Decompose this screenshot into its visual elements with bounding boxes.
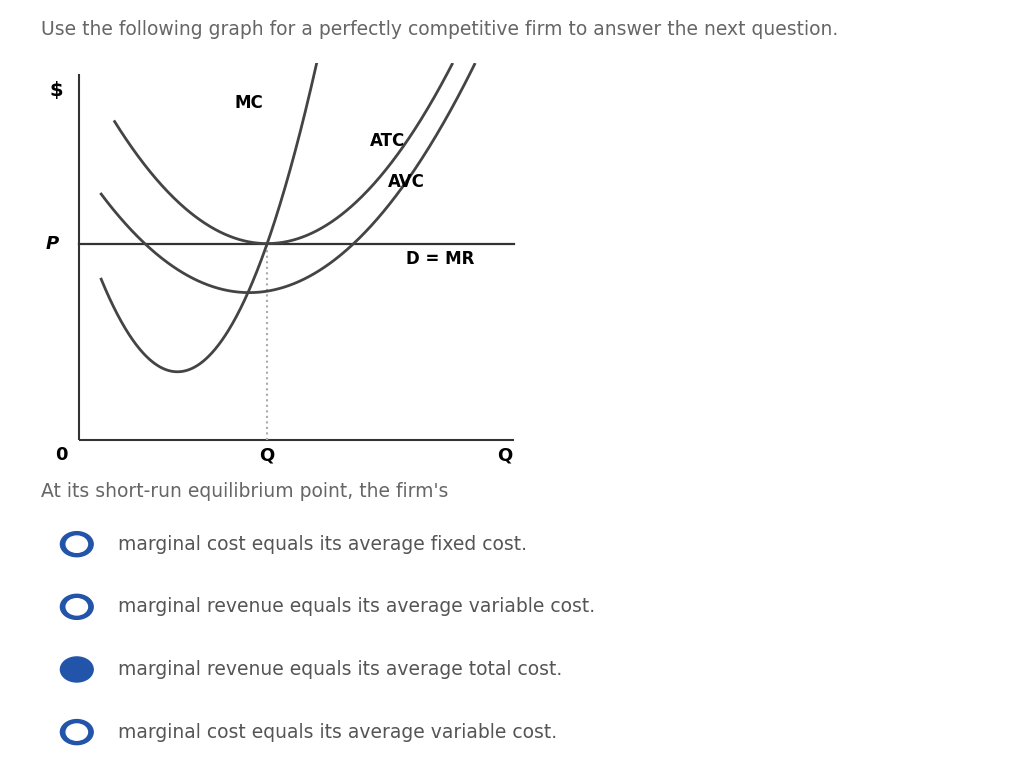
Text: Q: Q	[259, 446, 274, 464]
Text: marginal revenue equals its average variable cost.: marginal revenue equals its average vari…	[118, 597, 595, 616]
Text: marginal cost equals its average variable cost.: marginal cost equals its average variabl…	[118, 723, 557, 742]
Text: AVC: AVC	[388, 173, 425, 191]
Text: 0: 0	[55, 446, 68, 464]
Text: Q: Q	[498, 446, 513, 464]
Text: marginal cost equals its average fixed cost.: marginal cost equals its average fixed c…	[118, 535, 526, 554]
Text: $: $	[49, 81, 63, 100]
Text: MC: MC	[234, 94, 263, 112]
Text: D = MR: D = MR	[407, 251, 474, 269]
Text: P: P	[45, 235, 58, 253]
Text: ATC: ATC	[371, 132, 406, 150]
Text: Use the following graph for a perfectly competitive firm to answer the next ques: Use the following graph for a perfectly …	[41, 20, 839, 38]
Text: marginal revenue equals its average total cost.: marginal revenue equals its average tota…	[118, 660, 562, 679]
Text: At its short-run equilibrium point, the firm's: At its short-run equilibrium point, the …	[41, 482, 449, 500]
